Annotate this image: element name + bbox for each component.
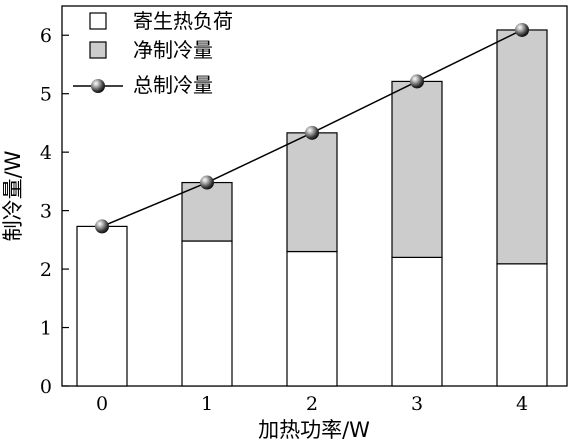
y-axis-title: 制冷量/W <box>1 150 25 241</box>
bar-parasitic-load <box>391 256 443 387</box>
y-tick-label: 6 <box>40 25 52 47</box>
y-tick-label: 4 <box>40 142 52 164</box>
legend-label-parasitic: 寄生热负荷 <box>133 9 233 33</box>
x-tick-label: 4 <box>516 393 528 415</box>
y-tick-label: 1 <box>40 318 52 340</box>
bar-parasitic-load <box>76 225 128 387</box>
bar-parasitic-load <box>286 250 338 387</box>
legend-label-total: 总制冷量 <box>133 73 213 97</box>
legend: 寄生热负荷 净制冷量 总制冷量 <box>73 9 233 97</box>
legend-marker-total <box>91 79 105 93</box>
line-series <box>95 22 529 234</box>
bar-parasitic-load <box>496 263 548 387</box>
legend-label-net: 净制冷量 <box>133 38 213 62</box>
bar-parasitic-load <box>181 240 233 387</box>
bar-net-cooling <box>181 181 233 242</box>
total-cooling-point <box>410 74 424 89</box>
legend-swatch-net <box>89 41 107 59</box>
y-axis: 0 1 2 3 4 5 6 <box>40 25 69 398</box>
x-axis-title: 加热功率/W <box>258 418 370 442</box>
total-cooling-point <box>200 175 214 190</box>
x-tick-label: 1 <box>201 393 213 415</box>
y-tick-label: 3 <box>40 201 52 223</box>
bar-net-cooling <box>286 132 338 253</box>
bar-net-cooling <box>496 29 548 265</box>
total-cooling-point <box>95 219 109 234</box>
y-tick-label: 5 <box>40 84 52 106</box>
x-tick-label: 2 <box>306 393 318 415</box>
y-tick-label: 0 <box>40 376 52 398</box>
x-tick-label: 3 <box>411 393 423 415</box>
x-tick-label: 0 <box>96 393 108 415</box>
total-cooling-point <box>305 125 319 140</box>
legend-swatch-parasitic <box>89 12 107 30</box>
y-tick-label: 2 <box>40 259 52 281</box>
bar-net-cooling <box>391 80 443 258</box>
total-cooling-point <box>515 22 529 37</box>
